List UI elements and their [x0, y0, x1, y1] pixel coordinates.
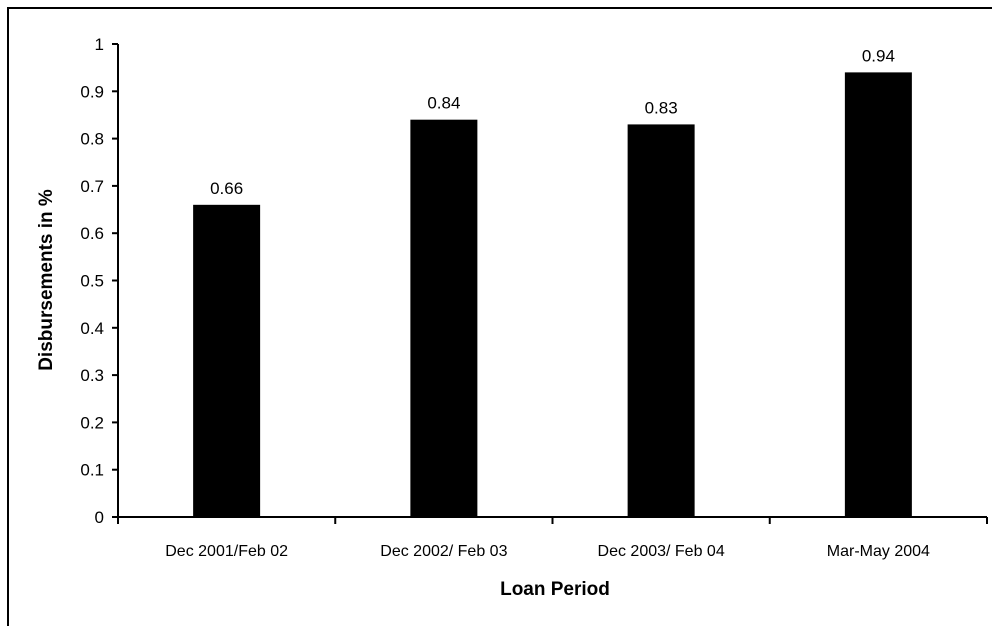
y-tick-label: 0.4 [80, 319, 104, 338]
bar [844, 72, 912, 517]
y-tick-label: 0.6 [80, 224, 104, 243]
data-label: 0.83 [645, 98, 678, 117]
data-labels-group: 0.66 0.84 0.83 0.94 [210, 46, 895, 197]
y-tick-label: 1 [95, 35, 104, 54]
x-axis-title: Loan Period [500, 579, 610, 600]
x-ticks-group: Dec 2001/Feb 02 Dec 2002/ Feb 03 Dec 2003/… [117, 517, 988, 560]
x-tick-label: Mar-May 2004 [827, 543, 930, 560]
x-tick-label: Dec 2002/ Feb 03 [380, 543, 507, 560]
y-tick-label: 0.2 [80, 413, 104, 432]
data-label: 0.66 [210, 179, 243, 198]
chart-frame [7, 7, 992, 626]
bar [410, 119, 478, 518]
bar [627, 124, 695, 517]
bars-group [193, 72, 912, 518]
y-axis-title: Disbursements in % [36, 189, 57, 371]
data-label: 0.94 [862, 46, 895, 65]
y-tick-label: 0 [95, 508, 104, 527]
x-tick-label: Dec 2003/ Feb 04 [598, 543, 725, 560]
bar [193, 204, 261, 517]
data-label: 0.84 [427, 94, 460, 113]
y-ticks-group: 0 0.1 0.2 0.3 0.4 0.5 0.6 0.7 0.8 0.9 1 [80, 35, 118, 527]
y-tick-label: 0.1 [80, 461, 104, 480]
y-tick-label: 0.7 [80, 177, 104, 196]
y-tick-label: 0.8 [80, 130, 104, 149]
y-tick-label: 0.9 [80, 82, 104, 101]
x-tick-label: Dec 2001/Feb 02 [165, 543, 288, 560]
y-tick-label: 0.3 [80, 366, 104, 385]
y-tick-label: 0.5 [80, 272, 104, 291]
